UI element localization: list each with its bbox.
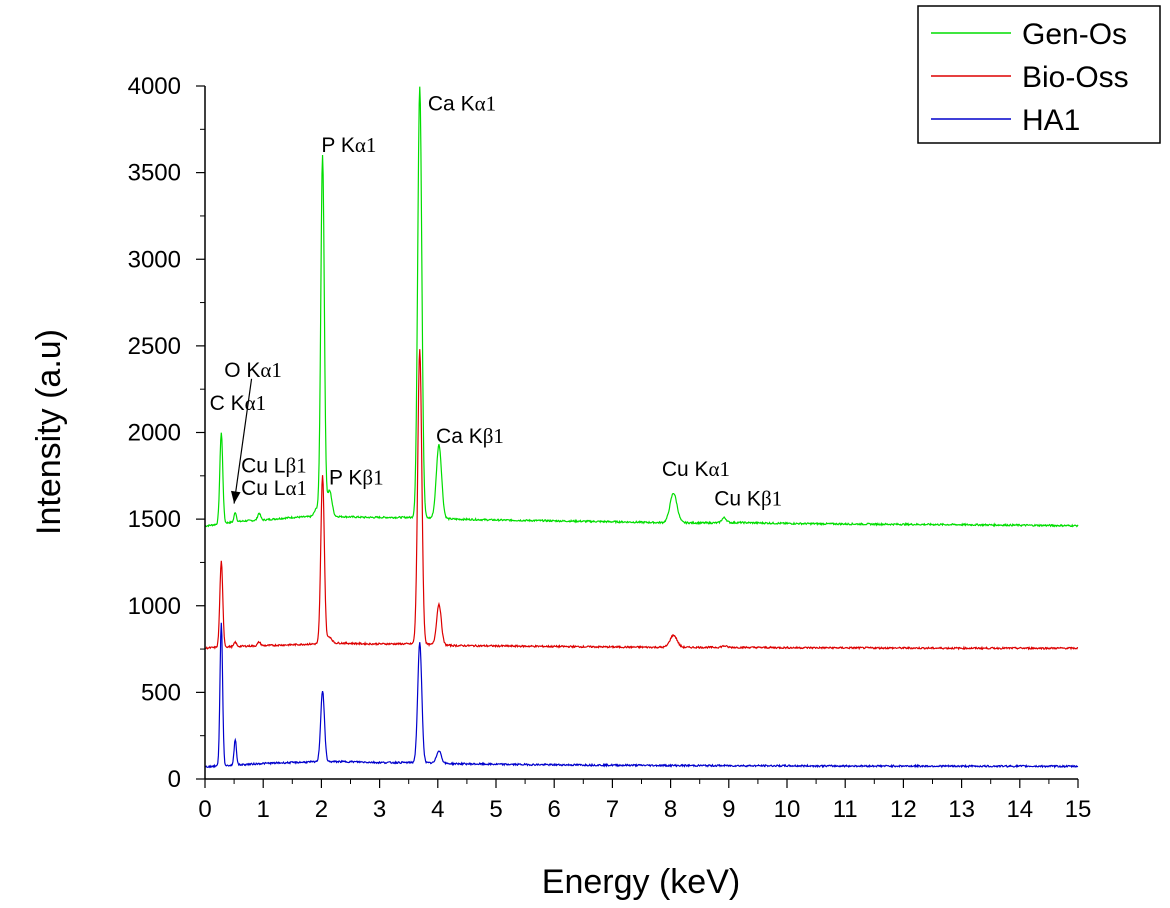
series-line-gen-os: [204, 86, 1079, 528]
x-tick-label: 14: [1006, 796, 1033, 823]
legend: Gen-Os Bio-Oss HA1: [917, 5, 1161, 144]
x-tick-label: 6: [548, 796, 561, 823]
y-tick-label: 4000: [128, 73, 181, 100]
legend-box: [917, 5, 1161, 144]
x-tick-label: 15: [1065, 796, 1092, 823]
x-tick-label: 8: [664, 796, 677, 823]
x-tick-label: 9: [722, 796, 735, 823]
annotation-arrow: [233, 378, 253, 504]
x-tick-label: 2: [315, 796, 328, 823]
peak-label: Cu Kβ1: [714, 486, 782, 510]
y-tick-label: 3500: [128, 160, 181, 187]
series-line-bio-oss: [204, 349, 1079, 651]
y-tick-label: 1000: [128, 593, 181, 620]
x-tick-label: 1: [257, 796, 270, 823]
legend-label: Bio-Oss: [1022, 61, 1129, 94]
peak-label: Ca Kα1: [428, 91, 496, 115]
x-axis-title: Energy (keV): [542, 863, 740, 901]
y-tick-label: 1500: [128, 506, 181, 533]
peak-label: P Kα1: [321, 133, 376, 157]
legend-label: HA1: [1022, 104, 1080, 137]
peak-label: O Kα1: [224, 358, 282, 382]
y-tick-label: 2500: [128, 333, 181, 360]
axes-layer: 0 1 2 3 4 5 6 7 8 9 10 11 12 13 14 15050010001500200025…: [128, 73, 1092, 823]
x-tick-label: 3: [373, 796, 386, 823]
peak-label: Cu Kα1: [662, 457, 730, 481]
x-tick-label: 4: [431, 796, 444, 823]
x-tick-label: 5: [489, 796, 502, 823]
peak-label: C Kα1: [210, 391, 267, 415]
x-tick-label: 12: [890, 796, 917, 823]
peak-label: Cu Lβ1: [241, 453, 307, 477]
y-tick-label: 500: [141, 679, 181, 706]
x-tick-label: 13: [948, 796, 975, 823]
y-tick-label: 3000: [128, 246, 181, 273]
y-tick-label: 0: [168, 766, 181, 793]
y-tick-label: 2000: [128, 420, 181, 447]
x-tick-label: 10: [774, 796, 801, 823]
series-layer: [204, 86, 1079, 769]
peak-label: P Kβ1: [329, 465, 384, 489]
series-line-ha1: [204, 622, 1079, 769]
annotation-arrowhead: [230, 490, 241, 504]
x-tick-label: 11: [833, 796, 858, 823]
x-tick-label: 7: [606, 796, 619, 823]
legend-label: Gen-Os: [1022, 18, 1127, 51]
x-tick-label: 0: [198, 796, 211, 823]
peak-label: Ca Kβ1: [436, 424, 504, 448]
y-axis-title: Intensity (a.u): [30, 329, 68, 535]
peak-label: Cu Lα1: [241, 476, 307, 500]
